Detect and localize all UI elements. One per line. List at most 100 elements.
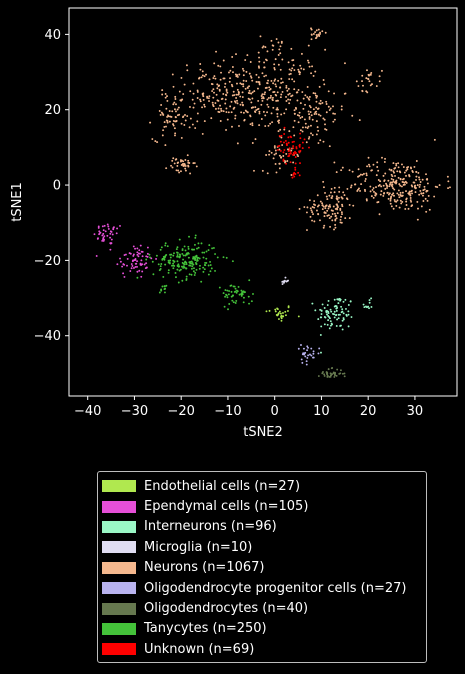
x-tick-label: 20 bbox=[360, 404, 377, 419]
data-point bbox=[183, 266, 186, 269]
data-point bbox=[155, 254, 158, 257]
data-point bbox=[244, 59, 247, 61]
data-point bbox=[297, 315, 300, 318]
data-point bbox=[161, 134, 164, 137]
data-point bbox=[248, 85, 250, 88]
data-point bbox=[368, 299, 371, 302]
data-point bbox=[267, 79, 270, 82]
data-point bbox=[112, 228, 115, 231]
data-point bbox=[277, 130, 280, 133]
data-point bbox=[220, 109, 223, 112]
data-point bbox=[433, 138, 436, 141]
data-point bbox=[341, 205, 344, 208]
data-point bbox=[328, 204, 331, 206]
data-point bbox=[322, 140, 325, 143]
data-point bbox=[250, 300, 253, 303]
data-point bbox=[399, 199, 402, 202]
data-point bbox=[411, 170, 414, 172]
data-point bbox=[134, 258, 137, 260]
data-point bbox=[384, 187, 387, 190]
data-point bbox=[447, 180, 450, 183]
data-point bbox=[275, 85, 278, 88]
legend-item: Oligodendrocytes (n=40) bbox=[102, 598, 426, 618]
data-point bbox=[298, 145, 301, 148]
data-point bbox=[397, 193, 400, 196]
data-point bbox=[406, 168, 409, 171]
data-point bbox=[433, 195, 436, 198]
data-point bbox=[229, 77, 232, 80]
data-point bbox=[191, 265, 194, 268]
data-point bbox=[294, 173, 297, 175]
data-point bbox=[277, 41, 280, 44]
data-point bbox=[418, 193, 421, 196]
data-point bbox=[158, 269, 161, 272]
data-point bbox=[306, 345, 309, 348]
data-point bbox=[400, 202, 403, 205]
data-point bbox=[317, 129, 320, 132]
data-point bbox=[307, 354, 310, 357]
data-point bbox=[293, 88, 296, 91]
data-point bbox=[181, 279, 184, 282]
data-point bbox=[314, 70, 317, 73]
data-point bbox=[169, 259, 172, 262]
data-point bbox=[312, 356, 314, 359]
data-point bbox=[182, 266, 185, 269]
data-point bbox=[183, 263, 186, 266]
data-point bbox=[347, 310, 350, 313]
data-point bbox=[352, 204, 355, 207]
data-point bbox=[288, 92, 291, 95]
data-point bbox=[297, 347, 300, 350]
data-point bbox=[287, 93, 290, 96]
data-point bbox=[309, 207, 312, 210]
data-point bbox=[382, 174, 385, 177]
data-point bbox=[344, 92, 347, 95]
data-point bbox=[288, 130, 291, 133]
data-point bbox=[389, 183, 391, 186]
data-point bbox=[390, 169, 393, 172]
data-point bbox=[236, 75, 239, 78]
data-point bbox=[222, 256, 225, 259]
data-point bbox=[392, 180, 395, 183]
data-point bbox=[278, 310, 281, 313]
data-point bbox=[322, 186, 325, 189]
data-point bbox=[370, 195, 373, 198]
data-point bbox=[240, 289, 243, 292]
data-point bbox=[365, 77, 368, 80]
data-point bbox=[230, 83, 233, 86]
data-point bbox=[417, 171, 420, 174]
data-point bbox=[166, 120, 169, 122]
data-point bbox=[189, 117, 192, 120]
data-point bbox=[366, 69, 368, 72]
data-point bbox=[301, 116, 304, 118]
data-point bbox=[298, 143, 301, 146]
data-point bbox=[282, 158, 285, 161]
legend-swatch bbox=[102, 541, 136, 554]
data-point bbox=[157, 263, 160, 266]
data-point bbox=[366, 165, 369, 168]
data-point bbox=[176, 268, 179, 271]
data-point bbox=[267, 124, 270, 127]
data-point bbox=[387, 179, 390, 182]
data-point bbox=[280, 156, 283, 159]
data-point bbox=[395, 164, 398, 167]
data-point bbox=[361, 90, 364, 93]
legend-item: Oligodendrocyte progenitor cells (n=27) bbox=[102, 578, 426, 598]
data-point bbox=[305, 360, 308, 363]
data-point bbox=[165, 125, 167, 128]
data-point bbox=[293, 109, 296, 112]
data-point bbox=[231, 260, 234, 263]
data-point bbox=[248, 279, 251, 282]
data-point bbox=[163, 125, 166, 128]
data-point bbox=[264, 91, 267, 94]
data-point bbox=[101, 239, 104, 242]
data-point bbox=[182, 254, 185, 257]
data-point bbox=[159, 265, 162, 268]
data-point bbox=[289, 150, 292, 153]
data-point bbox=[195, 262, 198, 265]
data-point bbox=[211, 90, 214, 92]
data-point bbox=[195, 268, 198, 271]
data-point bbox=[289, 98, 292, 101]
data-point bbox=[405, 190, 407, 193]
data-point bbox=[192, 162, 195, 165]
data-point bbox=[249, 123, 252, 126]
